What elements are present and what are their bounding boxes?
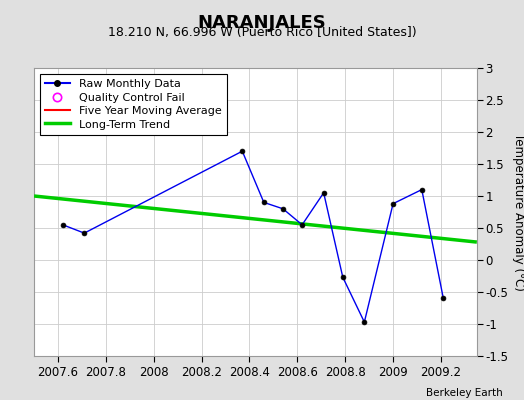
Text: 18.210 N, 66.996 W (Puerto Rico [United States]): 18.210 N, 66.996 W (Puerto Rico [United … — [108, 26, 416, 39]
Y-axis label: Temperature Anomaly (°C): Temperature Anomaly (°C) — [512, 133, 524, 291]
Legend: Raw Monthly Data, Quality Control Fail, Five Year Moving Average, Long-Term Tren: Raw Monthly Data, Quality Control Fail, … — [40, 74, 227, 135]
Text: Berkeley Earth: Berkeley Earth — [427, 388, 503, 398]
Text: NARANJALES: NARANJALES — [198, 14, 326, 32]
